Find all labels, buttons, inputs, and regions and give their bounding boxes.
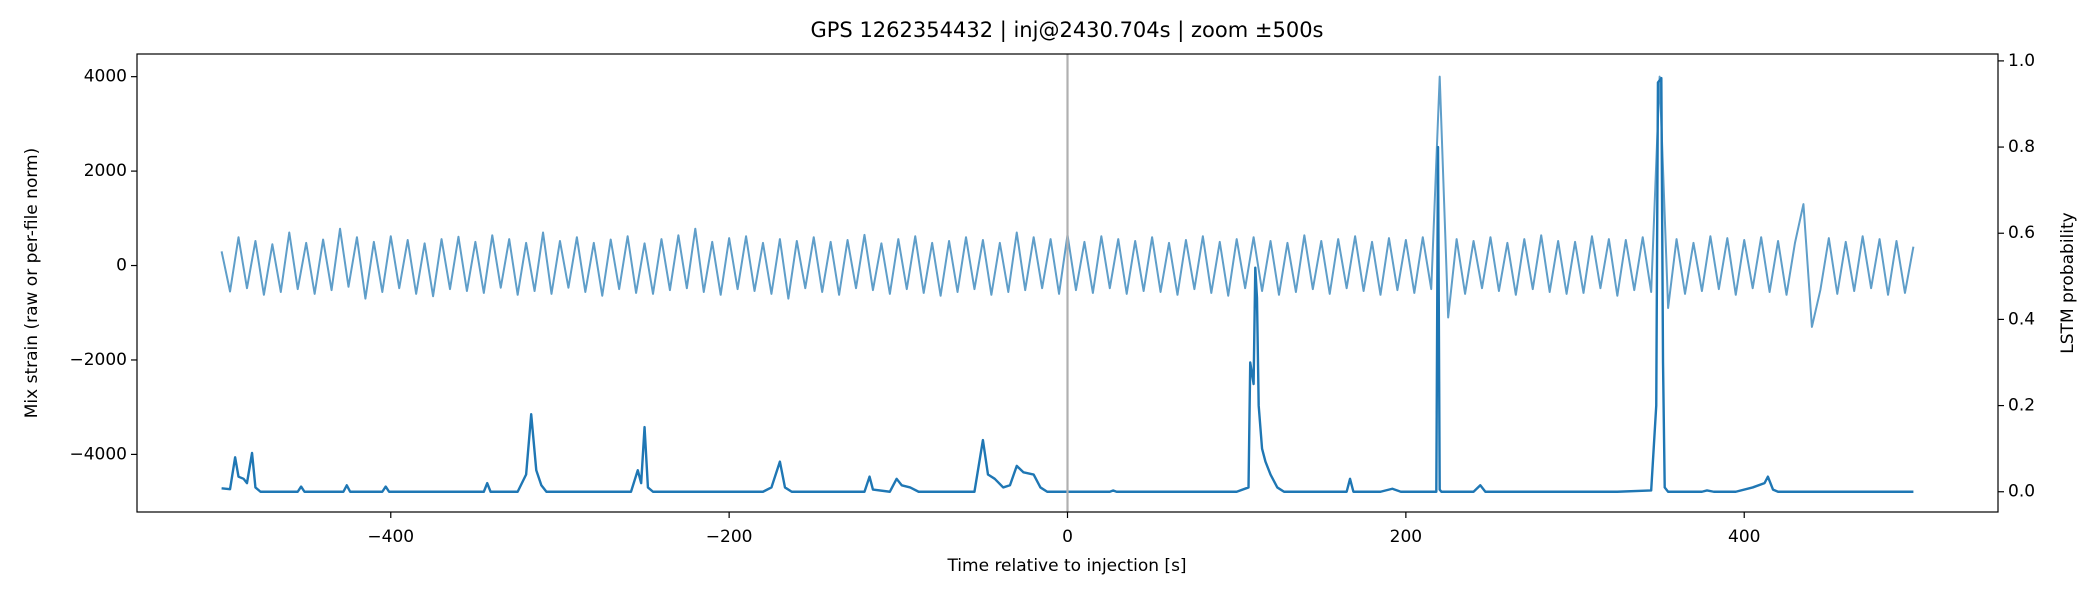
x-tick-label: −200	[706, 527, 753, 547]
y-tick-label: 2000	[84, 161, 127, 181]
x-axis-label: Time relative to injection [s]	[946, 556, 1186, 576]
x-tick-label: −400	[367, 527, 414, 547]
x-tick-label: 400	[1728, 527, 1760, 547]
x-tick-label: 0	[1062, 527, 1073, 547]
y-tick-label: −2000	[69, 350, 127, 370]
x-tick-label: 200	[1390, 527, 1422, 547]
y2-axis-label: LSTM probability	[2058, 212, 2078, 353]
y-tick-label: 0	[116, 256, 127, 276]
y2-tick-label: 0.2	[2008, 396, 2035, 416]
y2-tick-label: 0.4	[2008, 309, 2035, 329]
y-tick-label: −4000	[69, 444, 127, 464]
y2-tick-label: 1.0	[2008, 51, 2035, 71]
y-tick-label: 4000	[84, 67, 127, 87]
chart-title: GPS 1262354432 | inj@2430.704s | zoom ±5…	[811, 18, 1324, 43]
y-axis-label: Mix strain (raw or per-file norm)	[22, 148, 42, 418]
y2-tick-label: 0.6	[2008, 223, 2035, 243]
plot-frame	[136, 53, 1999, 513]
y2-tick-label: 0.8	[2008, 137, 2035, 157]
data-line	[221, 76, 1914, 493]
y2-tick-label: 0.0	[2008, 482, 2035, 502]
